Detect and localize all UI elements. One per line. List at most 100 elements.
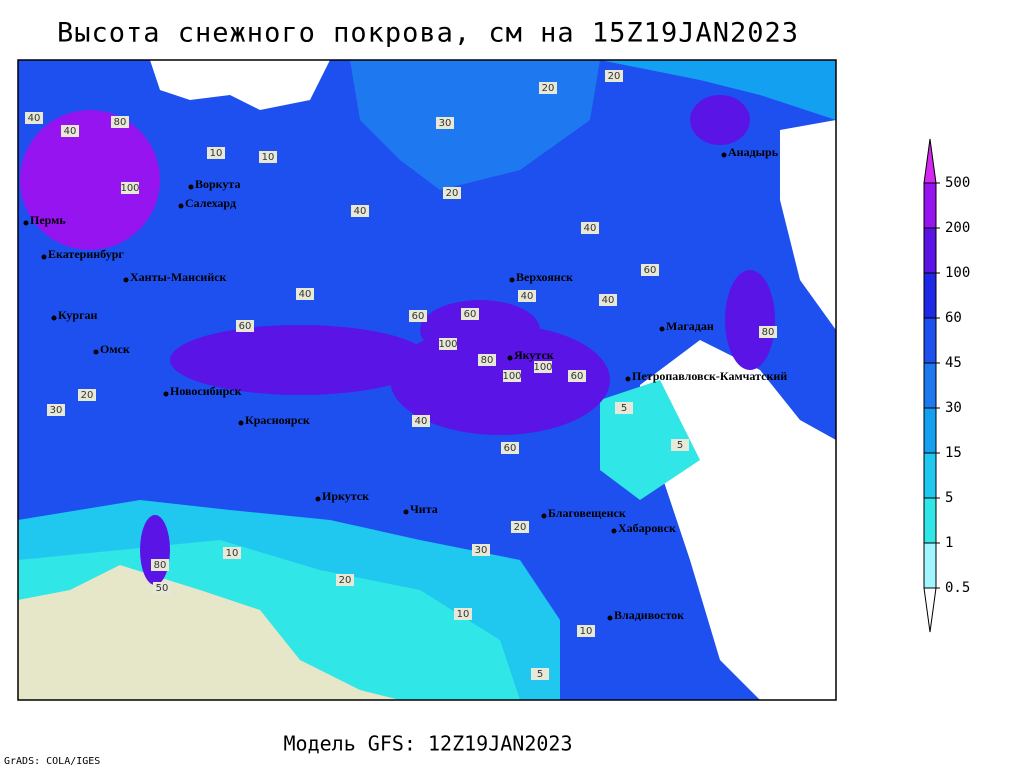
colorbar-label: 500 bbox=[945, 175, 970, 191]
city-label: Новосибирск bbox=[170, 384, 242, 398]
sea bbox=[640, 340, 836, 700]
city-label: Благовещенск bbox=[548, 506, 626, 520]
contour-label: 5 bbox=[677, 440, 683, 451]
contour-label: 20 bbox=[608, 71, 621, 82]
region bbox=[690, 95, 750, 145]
label-box bbox=[121, 182, 139, 194]
city-label: Воркута bbox=[195, 177, 240, 191]
city-label: Иркутск bbox=[322, 489, 369, 503]
contour-label: 80 bbox=[481, 355, 494, 366]
contour-label: 40 bbox=[521, 291, 534, 302]
contour-label: 40 bbox=[602, 295, 615, 306]
contour-label: 80 bbox=[762, 327, 775, 338]
label-box bbox=[454, 608, 472, 620]
contour-label: 20 bbox=[339, 575, 352, 586]
contour-label: 60 bbox=[412, 311, 425, 322]
map-frame bbox=[17, 59, 837, 701]
label-box bbox=[25, 112, 43, 124]
label-box bbox=[531, 668, 549, 680]
label-box bbox=[412, 415, 430, 427]
contour-label: 5 bbox=[537, 669, 543, 680]
city-dot bbox=[51, 315, 57, 321]
city-dot bbox=[507, 355, 513, 361]
colorbar-label: 200 bbox=[945, 220, 970, 236]
credit: GrADS: COLA/IGES bbox=[4, 756, 100, 767]
city-label: Омск bbox=[100, 342, 130, 356]
contour-label: 60 bbox=[644, 265, 657, 276]
contour-label: 50 bbox=[156, 583, 169, 594]
subtitle: Модель GFS: 12Z19JAN2023 bbox=[284, 732, 573, 756]
city-label: Магадан bbox=[666, 319, 714, 333]
label-box bbox=[539, 82, 557, 94]
label-box bbox=[501, 442, 519, 454]
map bbox=[17, 59, 837, 701]
city-label: Салехард bbox=[185, 196, 236, 210]
contour-label: 20 bbox=[81, 390, 94, 401]
label-box bbox=[351, 205, 369, 217]
contour-label: 80 bbox=[114, 117, 127, 128]
city-dot bbox=[23, 220, 29, 226]
colorbar-segment bbox=[923, 497, 937, 544]
contour-label: 100 bbox=[533, 362, 552, 373]
contour-label: 100 bbox=[502, 371, 521, 382]
label-box bbox=[605, 70, 623, 82]
contour-label: 10 bbox=[226, 548, 239, 559]
city-label: Красноярск bbox=[245, 413, 310, 427]
label-box bbox=[615, 402, 633, 414]
colorbar-segment bbox=[923, 452, 937, 499]
contour-label: 60 bbox=[464, 309, 477, 320]
contour-label: 40 bbox=[584, 223, 597, 234]
city-label: Владивосток bbox=[614, 608, 684, 622]
label-box bbox=[223, 547, 241, 559]
colorbar-segment bbox=[923, 272, 937, 319]
colorbar-label: 1 bbox=[945, 535, 953, 551]
contour-label: 100 bbox=[438, 339, 457, 350]
label-box bbox=[153, 582, 171, 594]
colorbar-segment bbox=[923, 227, 937, 274]
city-label: Верхоянск bbox=[516, 270, 573, 284]
contour-label: 5 bbox=[621, 403, 627, 414]
label-box bbox=[503, 370, 521, 382]
contour-label: 40 bbox=[28, 113, 41, 124]
label-box bbox=[671, 439, 689, 451]
city-dot bbox=[238, 420, 244, 426]
colorbar-label: 0.5 bbox=[945, 580, 970, 596]
contour-label: 60 bbox=[239, 321, 252, 332]
city-label: Екатеринбург bbox=[48, 247, 124, 261]
contour-label: 10 bbox=[580, 626, 593, 637]
city-label: Анадырь bbox=[728, 145, 779, 159]
colorbar-segment bbox=[923, 542, 937, 589]
contour-label: 60 bbox=[504, 443, 517, 454]
contour-label: 10 bbox=[210, 148, 223, 159]
label-box bbox=[568, 370, 586, 382]
label-box bbox=[259, 151, 277, 163]
colorbar-triangle bbox=[923, 138, 937, 184]
city-label: Пермь bbox=[30, 213, 66, 227]
label-box bbox=[47, 404, 65, 416]
contour-label: 20 bbox=[542, 83, 555, 94]
region bbox=[140, 515, 170, 585]
region bbox=[170, 325, 430, 395]
label-box bbox=[472, 544, 490, 556]
colorbar-label: 5 bbox=[945, 490, 953, 506]
contour-label: 80 bbox=[154, 560, 167, 571]
label-box bbox=[641, 264, 659, 276]
contour-label: 60 bbox=[571, 371, 584, 382]
contour-label: 30 bbox=[439, 118, 452, 129]
city-dot bbox=[178, 203, 184, 209]
colorbar-segment bbox=[923, 182, 937, 229]
city-label: Чита bbox=[410, 502, 438, 516]
contour-label: 20 bbox=[446, 188, 459, 199]
label-box bbox=[336, 574, 354, 586]
region bbox=[20, 110, 160, 250]
label-box bbox=[439, 338, 457, 350]
city-dot bbox=[659, 326, 665, 332]
label-box bbox=[577, 625, 595, 637]
label-box bbox=[207, 147, 225, 159]
label-box bbox=[111, 116, 129, 128]
colorbar-segment bbox=[923, 407, 937, 454]
city-label: Курган bbox=[58, 308, 98, 322]
city-label: Якутск bbox=[514, 348, 554, 362]
city-dot bbox=[509, 277, 515, 283]
